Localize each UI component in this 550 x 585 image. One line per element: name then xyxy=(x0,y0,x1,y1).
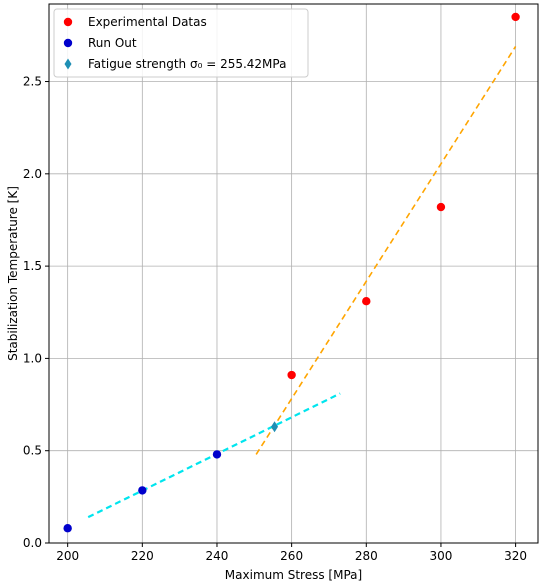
data-points xyxy=(63,12,520,533)
x-tick-label: 320 xyxy=(504,549,527,563)
x-axis-label: Maximum Stress [MPa] xyxy=(225,568,362,582)
fatigue-strength-point xyxy=(271,421,279,433)
legend: Experimental Datas Run Out Fatigue strengt… xyxy=(53,8,309,78)
y-tick-label: 2.0 xyxy=(23,167,42,181)
legend-label: Run Out xyxy=(88,36,137,50)
legend-label: Experimental Datas xyxy=(88,15,207,29)
plot-area xyxy=(48,3,539,544)
fit-lines xyxy=(87,46,517,519)
data-point xyxy=(362,296,371,306)
x-tick-label: 280 xyxy=(355,549,378,563)
y-tick-label: 1.0 xyxy=(23,351,42,365)
data-point xyxy=(212,450,222,459)
legend-marker xyxy=(63,17,73,27)
legend-label: Fatigue strength σ₀ = 255.42MPa xyxy=(88,57,286,71)
legend-marker xyxy=(63,38,73,48)
grid xyxy=(49,4,538,544)
data-point xyxy=(436,202,446,212)
fit-line xyxy=(255,46,517,455)
legend-box xyxy=(53,8,309,78)
x-axis: 200 220 240 260 280 300 320 xyxy=(56,543,527,563)
y-axis-label: Stabilization Temperature [K] xyxy=(6,186,20,361)
x-tick-label: 260 xyxy=(280,549,303,563)
data-point xyxy=(287,370,296,380)
x-tick-label: 200 xyxy=(56,549,79,563)
y-tick-label: 2.5 xyxy=(23,75,42,89)
y-tick-label: 1.5 xyxy=(23,259,42,273)
y-tick-label: 0.5 xyxy=(23,444,42,458)
x-tick-label: 220 xyxy=(131,549,154,563)
legend-marker xyxy=(64,58,72,70)
y-axis: 0.0 0.5 1.0 1.5 2.0 2.5 xyxy=(23,75,49,550)
data-point xyxy=(511,12,520,22)
x-tick-label: 240 xyxy=(206,549,229,563)
y-tick-label: 0.0 xyxy=(23,536,42,550)
data-point xyxy=(63,524,72,533)
data-point xyxy=(138,486,147,495)
x-tick-label: 300 xyxy=(429,549,452,563)
